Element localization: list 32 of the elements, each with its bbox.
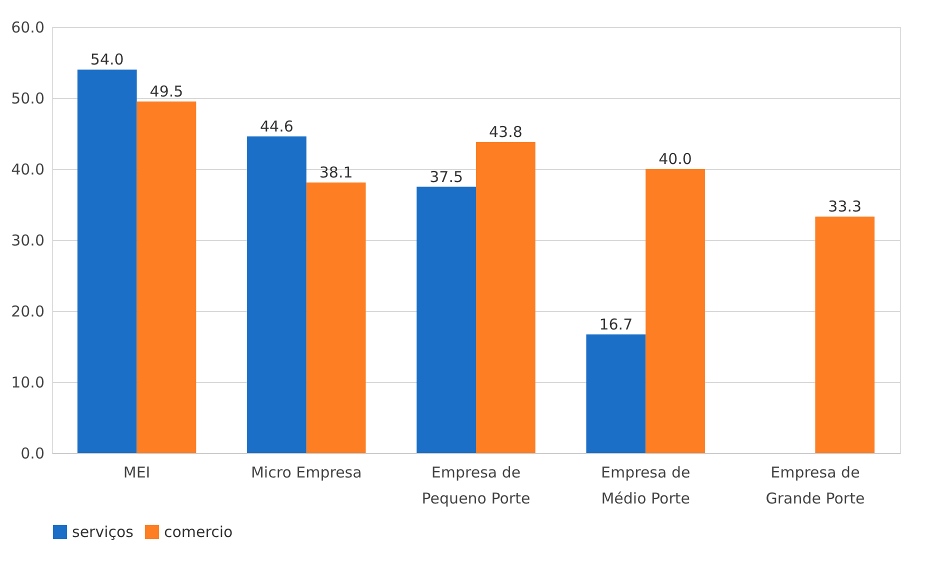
bar	[586, 334, 646, 453]
y-tick-label: 10.0	[11, 374, 44, 392]
bar	[306, 182, 366, 453]
legend-label: comercio	[164, 523, 233, 541]
bar	[646, 169, 705, 453]
x-tick-label: Empresa de Médio Porte	[601, 464, 690, 508]
x-tick-label: MEI	[123, 464, 150, 482]
y-tick-label: 20.0	[11, 302, 44, 320]
data-label: 16.7	[599, 315, 633, 334]
data-label: 33.3	[828, 198, 862, 216]
data-label: 54.0	[90, 50, 124, 69]
data-label: 43.8	[488, 123, 522, 142]
x-tick-label: Micro Empresa	[250, 464, 362, 482]
bar	[77, 70, 137, 453]
data-label: 37.5	[430, 168, 464, 186]
x-tick-label: Empresa de Pequeno Porte	[422, 464, 530, 508]
y-tick-label: 40.0	[11, 160, 44, 178]
x-tick-label: Empresa de Grande Porte	[766, 464, 865, 508]
y-tick-label: 30.0	[11, 232, 44, 250]
legend-label: serviços	[72, 523, 134, 541]
bar	[136, 102, 196, 453]
y-tick-label: 60.0	[11, 18, 44, 36]
bar	[476, 142, 536, 453]
data-label: 38.1	[319, 163, 353, 182]
bar	[815, 216, 875, 453]
bar	[416, 186, 476, 453]
data-label: 40.0	[658, 150, 692, 168]
data-label: 49.5	[150, 82, 184, 101]
bar	[247, 136, 306, 453]
data-label: 44.6	[260, 117, 294, 136]
y-tick-label: 50.0	[11, 90, 44, 108]
y-tick-label: 0.0	[20, 444, 44, 462]
